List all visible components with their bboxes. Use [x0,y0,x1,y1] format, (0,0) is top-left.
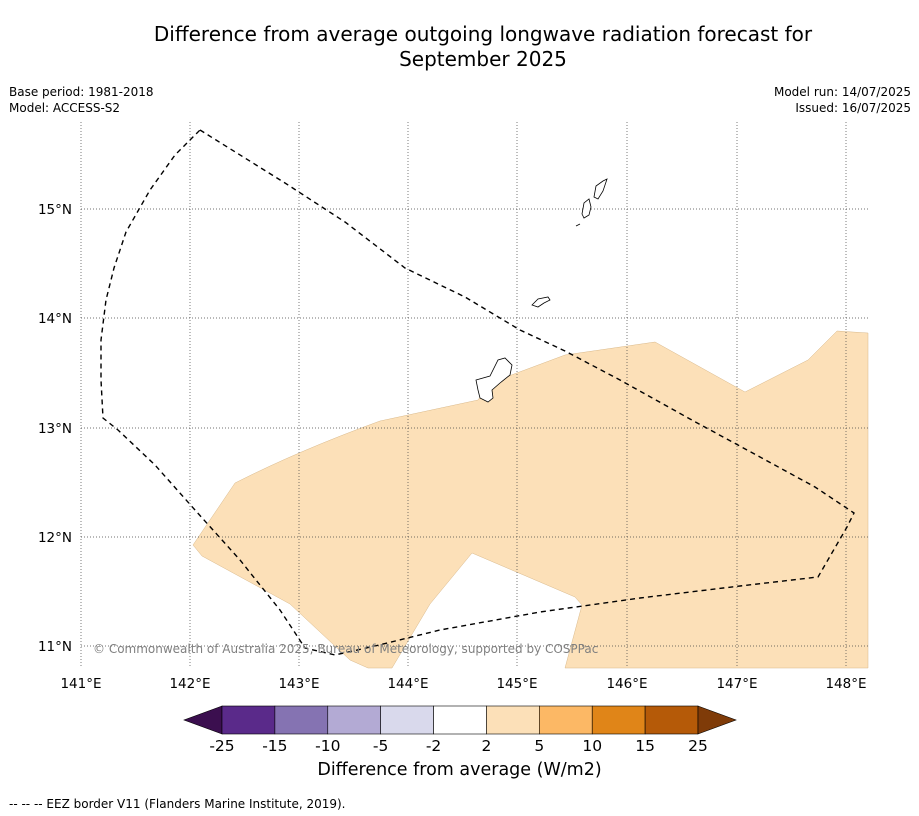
colorbar-tick-label: 15 [635,737,655,755]
island-saipan [593,178,608,200]
meta-left: Base period: 1981-2018 Model: ACCESS-S2 [9,84,154,116]
colorbar-segment [539,705,593,735]
map-title: Difference from average outgoing longwav… [0,22,919,72]
colorbar-label: Difference from average (W/m2) [317,760,602,780]
colorbar-tick-label: -10 [315,737,340,755]
footer-note: -- -- -- EEZ border V11 (Flanders Marine… [9,797,346,811]
colorbar-tick-label: -15 [262,737,287,755]
lon-label: 148°E [825,676,866,692]
lat-label: 12°N [38,530,72,546]
base-period: Base period: 1981-2018 [9,85,154,99]
issued-date: Issued: 16/07/2025 [795,101,911,115]
colorbar-segment [327,705,381,735]
colorbar-extend-low [183,705,223,735]
colorbar-tick-label: -5 [373,737,388,755]
lat-label: 14°N [38,311,72,327]
colorbar-tick-label: 2 [482,737,492,755]
meta-right: Model run: 14/07/2025 Issued: 16/07/2025 [774,84,911,116]
model-run: Model run: 14/07/2025 [773,85,911,99]
colorbar-segment [644,705,699,735]
copyright-text: © Commonwealth of Australia 2025, Bureau… [93,642,598,656]
lon-label: 143°E [278,676,319,692]
model-name: Model: ACCESS-S2 [9,101,121,115]
colorbar-segment [486,705,540,735]
colorbar-segment [433,705,487,735]
lat-label: 11°N [38,639,72,655]
island-rota [531,296,551,308]
colorbar-segment [591,705,646,735]
colorbar-tick-label: -2 [426,737,441,755]
colorbar-tick-label: 25 [688,737,708,755]
colorbar-tick-label: 10 [582,737,602,755]
lon-label: 147°E [716,676,757,692]
colorbar: -25 -15 -10 -5 -2 2 5 10 15 25 [183,705,737,755]
title-line-2: September 2025 [399,47,567,71]
island-tinian [581,198,592,219]
lat-axis-labels: 15°N 14°N 13°N 12°N 11°N [38,202,72,655]
islands [475,178,608,403]
colorbar-segment [221,705,276,735]
title-line-1: Difference from average outgoing longwav… [153,22,813,46]
lon-label: 141°E [60,676,101,692]
island-aguijan [575,223,581,227]
colorbar-segment [380,705,434,735]
lon-label: 144°E [387,676,428,692]
colorbar-tick-label: 5 [534,737,544,755]
anomaly-region [192,330,869,669]
lon-label: 142°E [169,676,210,692]
colorbar-tick-label: -25 [209,737,234,755]
lon-label: 145°E [496,676,537,692]
lat-label: 15°N [38,202,72,218]
lat-label: 13°N [38,421,72,437]
gridlines [80,122,868,668]
island-guam [475,357,513,403]
colorbar-segment [274,705,329,735]
lon-label: 146°E [606,676,647,692]
colorbar-extend-high [697,705,737,735]
lon-axis-labels: 141°E 142°E 143°E 144°E 145°E 146°E 147°… [60,676,866,692]
